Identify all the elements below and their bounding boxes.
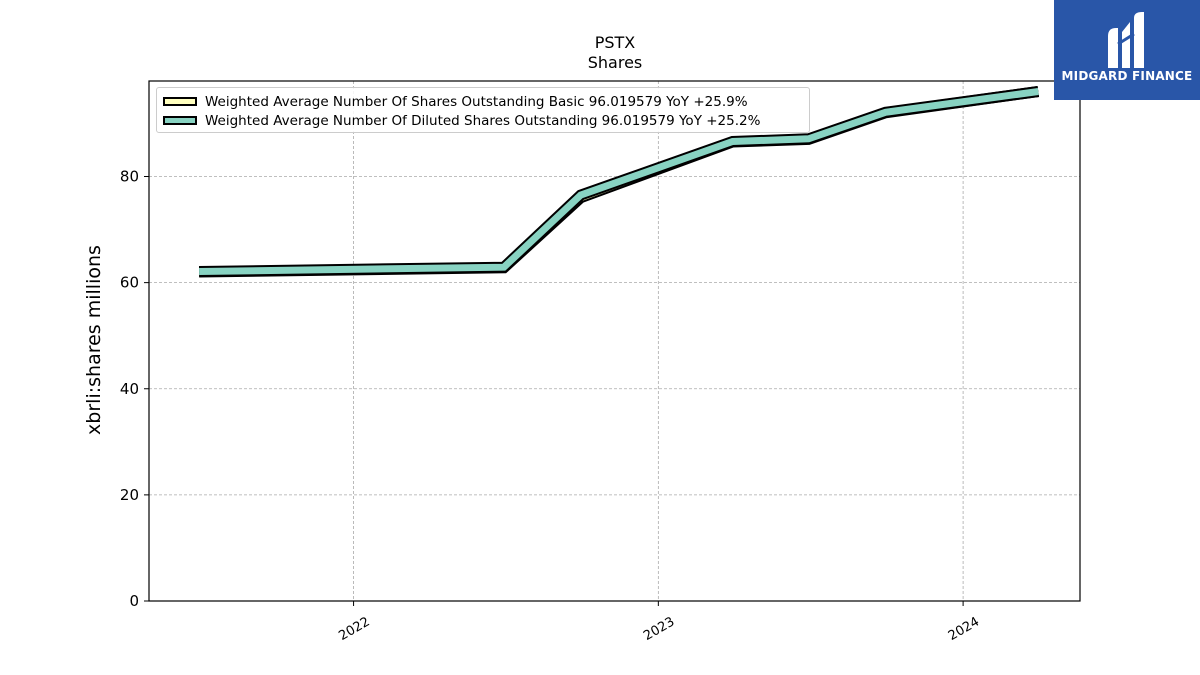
y-axis-label: xbrli:shares millions: [83, 245, 105, 435]
chart-title: PSTX: [594, 33, 636, 52]
y-tick-label-60: 60: [120, 274, 139, 292]
midgard-finance-logo: MIDGARD FINANCE: [1054, 0, 1200, 100]
x-tick-label-2023: 2023: [641, 614, 677, 644]
legend-swatch-basic: [163, 97, 197, 106]
chart-subtitle: Shares: [587, 53, 643, 72]
legend-label-basic: Weighted Average Number Of Shares Outsta…: [205, 93, 748, 110]
y-tick-label-80: 80: [120, 168, 139, 186]
legend: Weighted Average Number Of Shares Outsta…: [156, 87, 810, 133]
y-tick-label-0: 0: [129, 592, 139, 610]
legend-label-diluted: Weighted Average Number Of Diluted Share…: [205, 112, 761, 129]
plot-frame: [148, 80, 1081, 602]
y-tick-label-40: 40: [120, 380, 139, 398]
logo-text: MIDGARD FINANCE: [1061, 69, 1193, 83]
x-tick-label-2022: 2022: [336, 614, 372, 644]
legend-entry-basic: Weighted Average Number Of Shares Outsta…: [163, 92, 803, 111]
logo-icon: [1108, 12, 1144, 68]
y-tick-label-20: 20: [120, 486, 139, 504]
legend-entry-diluted: Weighted Average Number Of Diluted Share…: [163, 111, 803, 130]
legend-swatch-diluted: [163, 116, 197, 125]
series-line-1: [199, 88, 1039, 275]
x-tick-label-2024: 2024: [946, 614, 982, 644]
